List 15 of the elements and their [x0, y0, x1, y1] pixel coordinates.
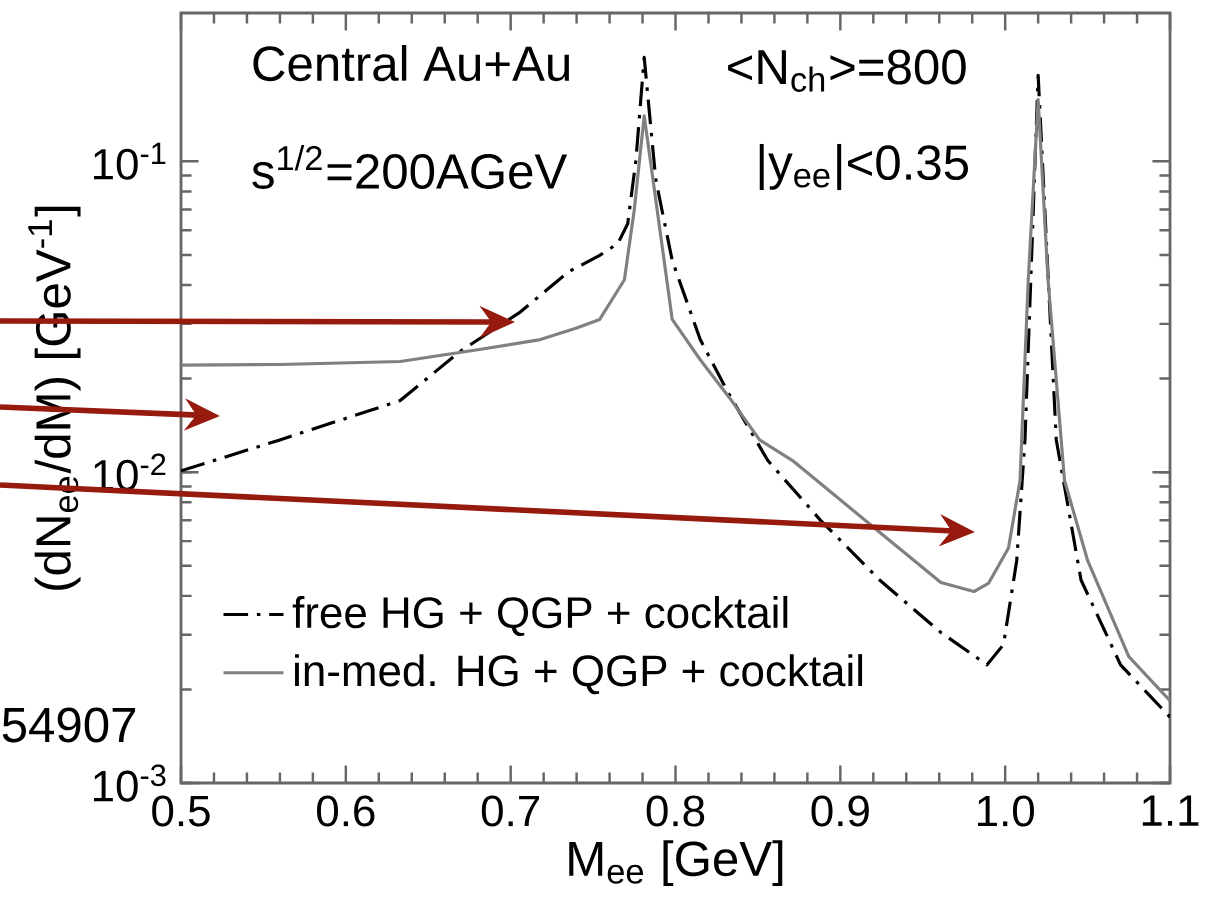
x-tick-label: 0.7 [481, 795, 539, 827]
x-tick-label: 1.0 [978, 795, 1034, 827]
x-axis-title: M$_{ee}$ [GeV] [569, 840, 783, 886]
legend-label: in-med. HG + QGP + cocktail [295, 654, 863, 695]
annotation: Central Au+Au [253, 44, 569, 82]
annotation: s$^{1/2}$=200AGeV [252, 145, 568, 189]
x-tick-label: 1.1 [1142, 795, 1199, 826]
y-tick-label: 10$^{-1}$ [93, 142, 166, 180]
annotation: <N$_{ch}$>=800 [728, 49, 966, 92]
x-tick-label: 0.9 [811, 795, 869, 827]
x-tick-label: 0.8 [646, 795, 705, 827]
legend-label: free HG + QGP + cocktail [292, 595, 788, 637]
x-tick-label: 0.6 [317, 795, 375, 827]
text: 54907 [2, 707, 136, 743]
annotation: |y$_{ee}$|<0.35 [759, 143, 969, 191]
